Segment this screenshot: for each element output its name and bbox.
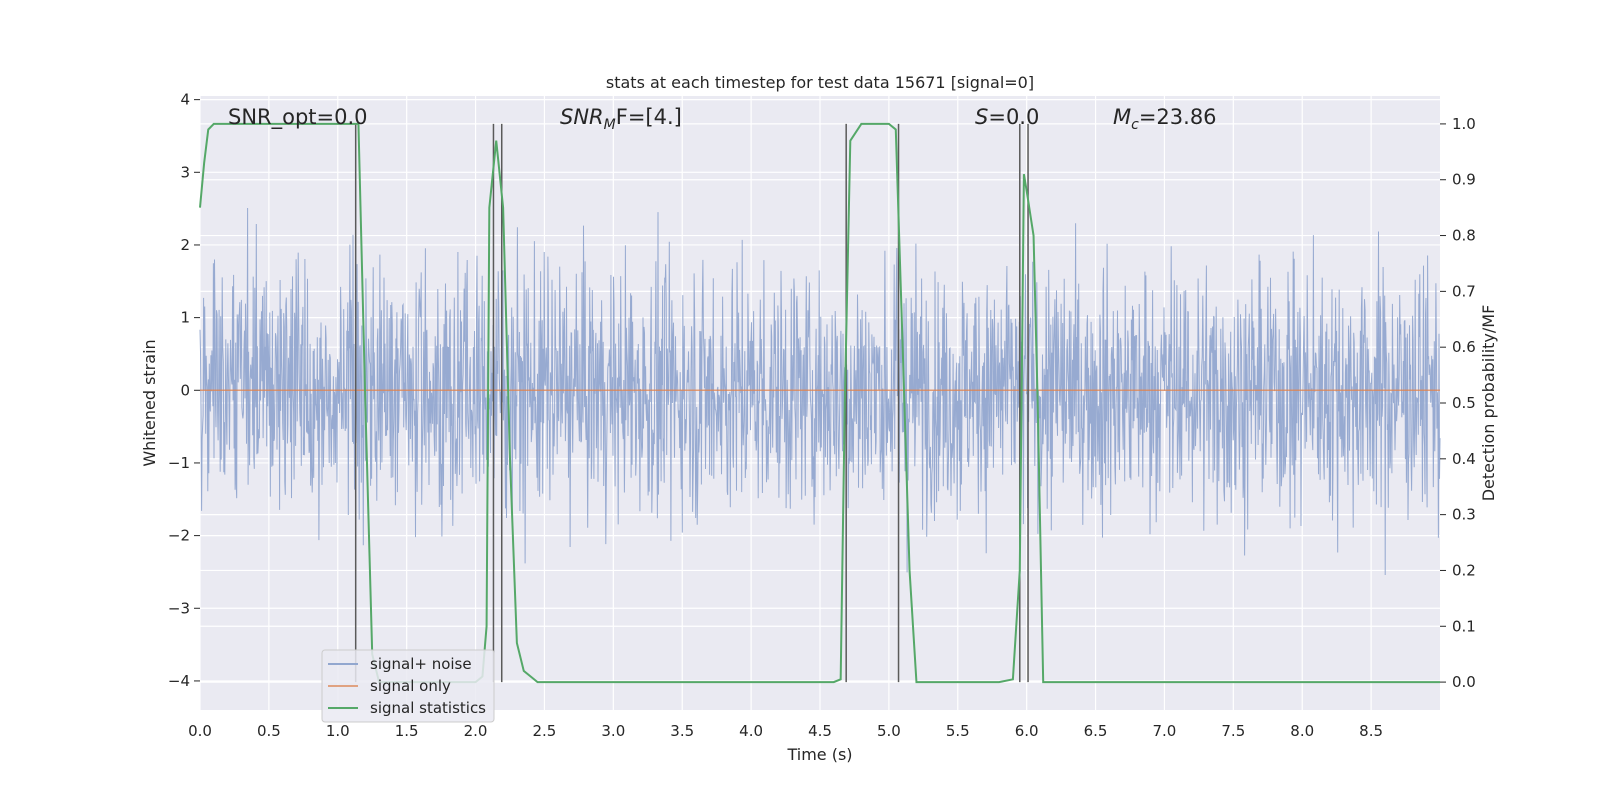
- y-axis-label: Whitened strain: [140, 339, 159, 466]
- x-axis-label: Time (s): [786, 745, 852, 764]
- y2-axis-ticks: 0.0 0.1 0.2 0.3 0.4 0.5 0.6 0.7 0.8 0.9 1.0: [1440, 115, 1476, 691]
- y-tick-label: 0: [180, 381, 190, 399]
- y2-tick-label: 0.8: [1452, 227, 1476, 245]
- y2-tick-label: 0.4: [1452, 450, 1476, 468]
- annotation-s: S=0.0: [975, 105, 1039, 129]
- legend: signal+ noise signal only signal statist…: [321, 649, 495, 723]
- mc-value: =23.86: [1139, 105, 1217, 129]
- marker-vertical-lines: [354, 123, 1029, 683]
- x-tick-label: 0.0: [188, 722, 212, 740]
- x-tick-label: 8.0: [1290, 722, 1314, 740]
- x-tick-label: 2.0: [464, 722, 488, 740]
- x-tick-label: 2.5: [533, 722, 557, 740]
- x-tick-label: 6.5: [1084, 722, 1108, 740]
- annotation-snr-opt: SNR_opt=0.0: [228, 105, 368, 130]
- x-tick-label: 7.0: [1153, 722, 1177, 740]
- y2-tick-label: 0.1: [1452, 617, 1476, 635]
- y2-tick-label: 0.5: [1452, 394, 1476, 412]
- x-tick-label: 3.0: [601, 722, 625, 740]
- y-axis-ticks: −4 −3 −2 −1 0 1 2 3 4: [168, 91, 200, 690]
- legend-label-noise: signal+ noise: [370, 655, 472, 673]
- x-tick-label: 3.5: [670, 722, 694, 740]
- y2-tick-label: 0.0: [1452, 673, 1476, 691]
- x-tick-label: 8.5: [1359, 722, 1383, 740]
- y-tick-label: −3: [168, 599, 190, 617]
- s-value: =0.0: [988, 105, 1039, 129]
- y-tick-label: 2: [180, 236, 190, 254]
- y2-tick-label: 0.9: [1452, 171, 1476, 189]
- x-tick-label: 6.0: [1015, 722, 1039, 740]
- snr-mf-subscript: M: [604, 117, 616, 133]
- noise-trace: [199, 207, 1441, 576]
- signal-statistics-line: [199, 122, 1440, 684]
- x-axis-ticks: 0.0 0.5 1.0 1.5 2.0 2.5 3.0 3.5 4.0 4.5 5.0 5.5 6.0 6…: [188, 722, 1383, 740]
- s-symbol: S: [975, 105, 988, 129]
- x-tick-label: 4.5: [808, 722, 832, 740]
- y2-tick-label: 1.0: [1452, 115, 1476, 133]
- y-tick-label: −4: [168, 672, 190, 690]
- x-tick-label: 5.5: [946, 722, 970, 740]
- signal-plus-noise-series: [199, 207, 1441, 576]
- x-tick-label: 1.0: [326, 722, 350, 740]
- legend-box: [321, 649, 495, 723]
- snr-mf-suffix: F=[4.]: [616, 105, 682, 129]
- x-tick-label: 1.5: [395, 722, 419, 740]
- y-tick-label: 4: [180, 91, 190, 109]
- y-tick-label: −2: [168, 527, 190, 545]
- annotation-mc: Mc=23.86: [1113, 105, 1217, 133]
- y2-tick-label: 0.2: [1452, 561, 1476, 579]
- legend-label-stats: signal statistics: [370, 699, 486, 717]
- y2-axis-label: Detection probability/MF: [1479, 305, 1498, 502]
- y-tick-label: −1: [168, 454, 190, 472]
- x-tick-label: 5.0: [877, 722, 901, 740]
- y-tick-label: 1: [180, 309, 190, 327]
- y2-tick-label: 0.6: [1452, 338, 1476, 356]
- x-tick-label: 4.0: [739, 722, 763, 740]
- y2-tick-label: 0.3: [1452, 506, 1476, 524]
- x-tick-label: 0.5: [257, 722, 281, 740]
- x-tick-label: 7.5: [1221, 722, 1245, 740]
- annotation-snr-mf: SNRMF=[4.]: [560, 105, 682, 133]
- mc-symbol: M: [1113, 105, 1131, 129]
- mc-subscript: c: [1131, 117, 1139, 133]
- y-tick-label: 3: [180, 163, 190, 181]
- legend-label-signal: signal only: [370, 677, 451, 695]
- snr-mf-prefix: SNR: [560, 105, 604, 129]
- y2-tick-label: 0.7: [1452, 282, 1476, 300]
- signal-statistics-series: [199, 122, 1440, 684]
- chart-title: stats at each timestep for test data 156…: [606, 73, 1034, 92]
